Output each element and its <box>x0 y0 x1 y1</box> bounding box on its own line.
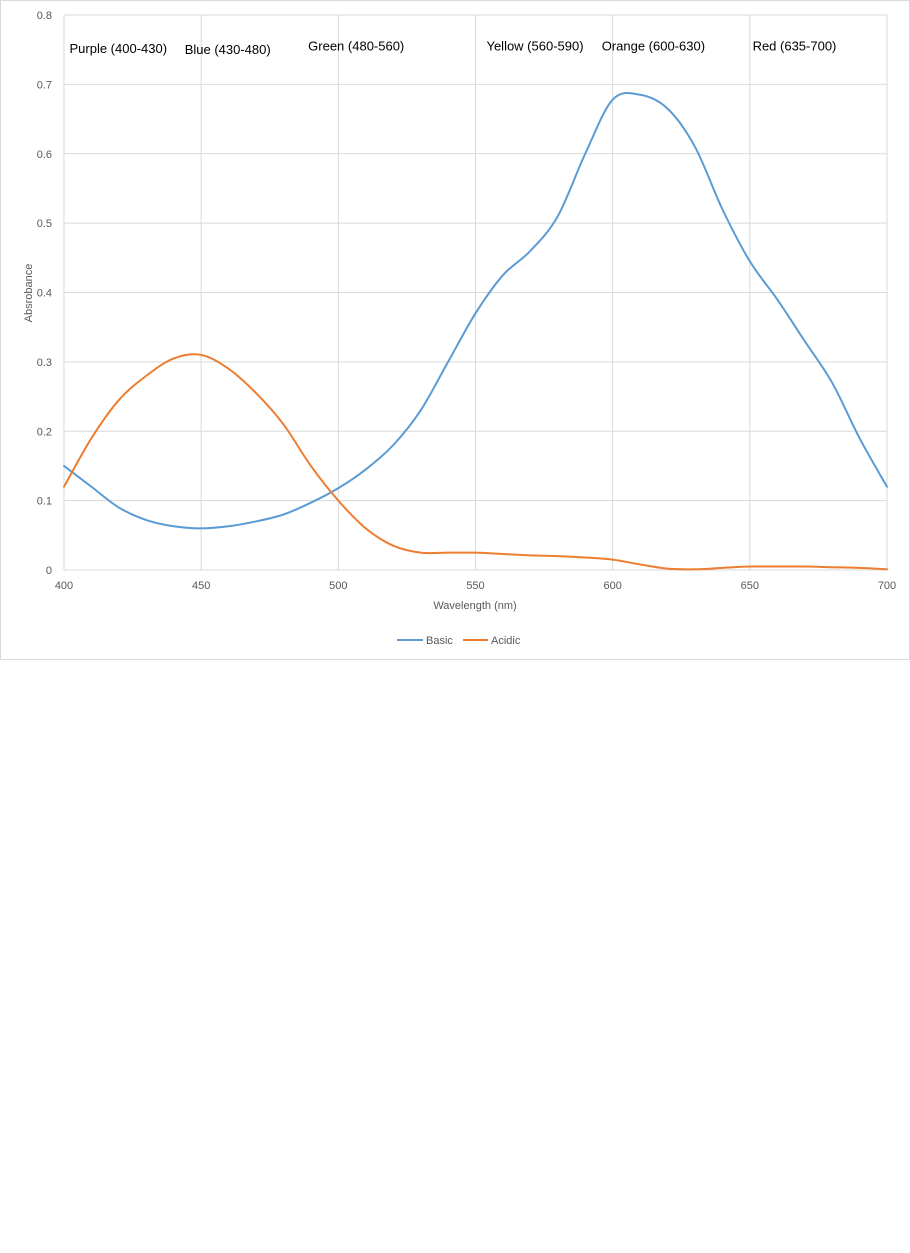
y-tick-label: 0 <box>46 565 52 577</box>
y-axis-ticks: 0 0.1 0.2 0.3 0.4 0.5 0.6 0.7 0.8 <box>37 10 52 577</box>
band-label: Yellow (560-590) <box>486 38 583 53</box>
series-line-acidic <box>63 353 888 571</box>
y-axis-title: Absrobance <box>23 264 35 323</box>
band-label: Blue (430-480) <box>185 42 271 57</box>
y-tick-label: 0.6 <box>37 149 52 161</box>
x-tick-label: 650 <box>741 580 759 592</box>
x-tick-label: 600 <box>603 580 621 592</box>
x-tick-label: 450 <box>192 580 210 592</box>
x-tick-label: 400 <box>55 580 73 592</box>
legend-label-basic: Basic <box>426 635 453 647</box>
chart-area: 0 0.1 0.2 0.3 0.4 0.5 0.6 0.7 0.8 400 450 500 550 60… <box>0 0 910 660</box>
series-line-basic <box>63 91 888 530</box>
x-tick-label: 550 <box>466 580 484 592</box>
x-tick-label: 500 <box>329 580 347 592</box>
y-tick-label: 0.4 <box>37 288 52 300</box>
x-tick-label: 700 <box>878 580 896 592</box>
band-label: Red (635-700) <box>753 38 837 53</box>
y-tick-label: 0.5 <box>37 218 52 230</box>
band-label: Orange (600-630) <box>602 38 705 53</box>
legend-label-acidic: Acidic <box>491 635 521 647</box>
band-label: Green (480-560) <box>308 38 404 53</box>
y-tick-label: 0.7 <box>37 79 52 91</box>
absorbance-chart: 0 0.1 0.2 0.3 0.4 0.5 0.6 0.7 0.8 400 450 500 550 60… <box>23 10 896 647</box>
x-axis-title: Wavelength (nm) <box>433 600 516 612</box>
band-label: Purple (400-430) <box>69 41 167 56</box>
gridlines <box>63 14 888 571</box>
legend-item-basic: Basic <box>397 635 453 647</box>
legend-item-acidic: Acidic <box>463 635 521 647</box>
y-tick-label: 0.3 <box>37 357 52 369</box>
y-tick-label: 0.2 <box>37 426 52 438</box>
x-axis-ticks: 400 450 500 550 600 650 700 <box>55 580 896 592</box>
legend: Basic Acidic <box>397 635 521 647</box>
series-lines <box>63 91 888 571</box>
color-band-labels: Purple (400-430) Blue (430-480) Green (480… <box>69 38 836 56</box>
y-tick-label: 0.8 <box>37 10 52 22</box>
y-tick-label: 0.1 <box>37 496 52 508</box>
